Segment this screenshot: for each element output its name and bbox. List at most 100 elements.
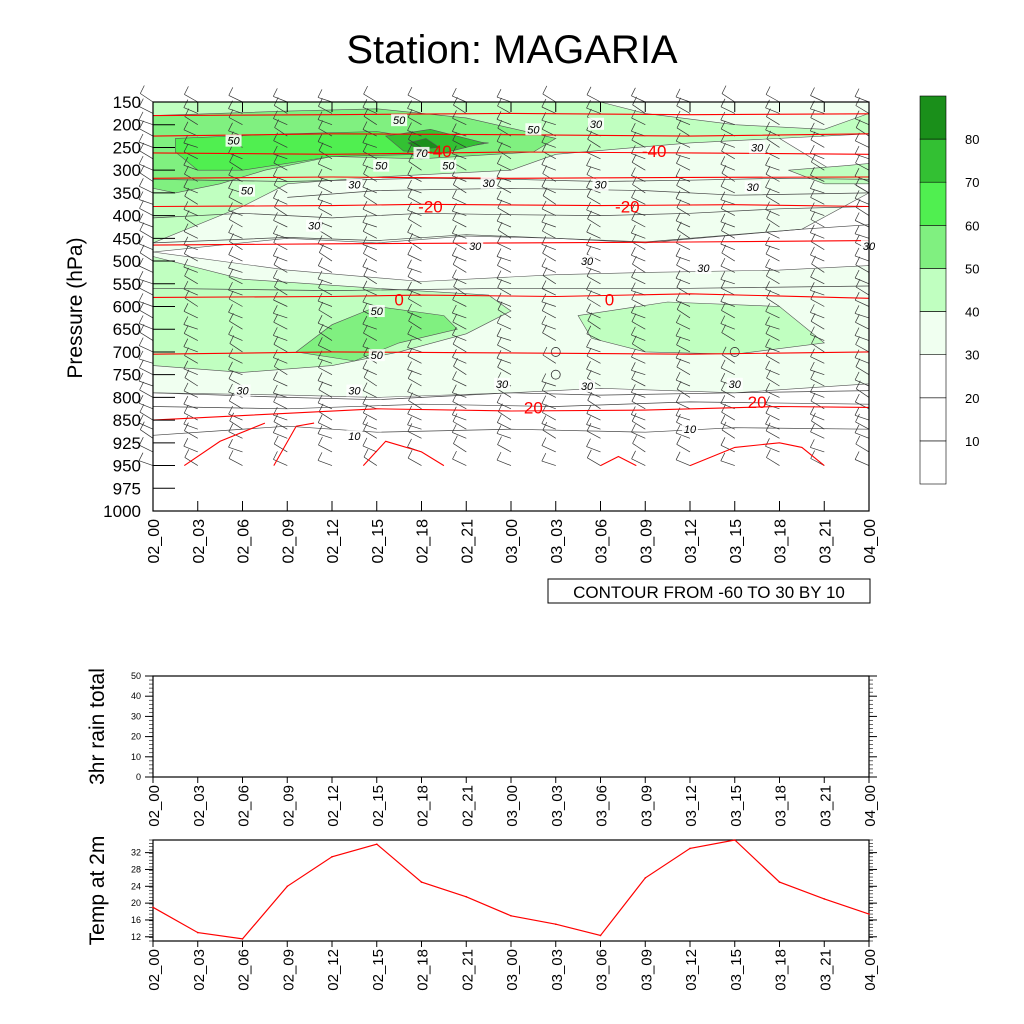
wind-barb: [408, 320, 422, 330]
wind-barb: [586, 289, 601, 296]
wind-barb-flag: [541, 98, 547, 108]
wind-speed-label: 30: [348, 386, 361, 398]
wind-barb-flag: [586, 188, 592, 197]
time-tick-label: 03_15: [728, 519, 745, 564]
wind-barb: [586, 165, 601, 171]
wind-barb-flag: [318, 177, 323, 187]
wind-barb: [676, 344, 691, 353]
wind-barb-flag: [407, 268, 413, 277]
wind-barb-flag: [631, 189, 636, 198]
wind-barb: [407, 347, 422, 353]
wind-barb-flag: [586, 237, 591, 246]
wind-barb-flag: [317, 155, 323, 165]
wind-barb-flag: [183, 415, 189, 425]
wind-barb-flag: [854, 190, 860, 199]
wind-barb: [542, 332, 556, 341]
wind-barb-flag: [407, 122, 412, 131]
wind-barb-flag: [586, 281, 591, 290]
wind-barb: [810, 356, 825, 364]
wind-barb: [184, 377, 198, 387]
wind-barb: [362, 323, 377, 330]
wind-barb-flag: [765, 188, 771, 197]
wind-barb-flag: [362, 156, 368, 166]
wind-barb: [362, 390, 377, 398]
wind-barb: [856, 388, 870, 398]
wind-barb: [586, 209, 601, 216]
wind-barb-flag: [453, 358, 458, 367]
wind-barb: [541, 164, 556, 171]
wind-barb: [811, 161, 825, 171]
wind-speed-label: 30: [483, 178, 496, 190]
wind-barb-flag: [497, 177, 502, 186]
wind-barb-flag: [452, 269, 457, 278]
wind-barb: [855, 162, 870, 171]
wind-barb-flag: [586, 422, 592, 432]
wind-barb: [676, 401, 691, 410]
wind-barb-flag: [139, 381, 144, 391]
wind-barb: [274, 286, 288, 296]
wind-barb-flag: [228, 383, 233, 393]
wind-barb-flag: [138, 395, 144, 404]
wind-barb-flag: [631, 313, 637, 322]
wind-barb: [675, 300, 691, 307]
wind-barb: [274, 206, 288, 216]
wind-barb: [541, 208, 556, 216]
time-tick-label: 03_00: [504, 949, 521, 991]
wind-barb: [273, 153, 288, 160]
y-tick-label: 40: [131, 691, 141, 701]
wind-barb: [586, 311, 601, 319]
wind-barb: [631, 197, 646, 205]
wind-barb: [586, 413, 601, 421]
wind-barb-flag: [407, 259, 412, 268]
wind-barb: [229, 400, 243, 410]
wind-barb-flag: [318, 359, 323, 368]
colorbar-box: [919, 440, 947, 485]
wind-barb-flag: [810, 167, 815, 176]
wind-barb-flag: [228, 189, 234, 198]
wind-barb: [407, 116, 422, 126]
time-tick-label: 04_00: [862, 949, 879, 991]
wind-barb: [855, 421, 870, 430]
wind-barb: [720, 243, 735, 251]
wind-barb-flag: [586, 144, 592, 153]
wind-barb: [139, 208, 154, 216]
wind-speed-label: 30: [236, 386, 249, 398]
wind-barb: [810, 447, 825, 453]
wind-barb-flag: [631, 335, 637, 344]
colorbar-label: 40: [965, 305, 979, 320]
wind-barb: [810, 391, 825, 398]
wind-barb: [541, 142, 556, 148]
wind-speed-label: 30: [348, 180, 361, 192]
wind-barb: [856, 127, 870, 137]
wind-barb: [765, 266, 780, 273]
pressure-tick-label: 650: [113, 320, 141, 339]
wind-barb-flag: [183, 121, 189, 130]
time-tick-label: 02_00: [146, 949, 163, 991]
wind-barb: [855, 220, 870, 228]
temperature-label: 0: [394, 291, 403, 310]
wind-barb-flag: [765, 258, 770, 268]
wind-barb: [541, 186, 556, 194]
wind-barb-flag: [273, 413, 279, 422]
wind-barb-flag: [183, 338, 189, 347]
wind-barb: [183, 244, 198, 251]
wind-barb: [854, 459, 870, 466]
wind-label-bg: [695, 261, 712, 274]
wind-barb-flag: [273, 291, 278, 301]
wind-barb-flag: [362, 280, 368, 289]
wind-barb: [273, 414, 288, 421]
wind-barb: [855, 344, 870, 353]
wind-barb-flag: [139, 120, 144, 129]
wind-barb: [496, 459, 512, 466]
wind-barb: [407, 209, 422, 216]
time-tick-label: 02_15: [370, 785, 387, 827]
wind-barb-flag: [317, 414, 323, 423]
wind-barb-flag: [183, 280, 189, 290]
wind-barb: [318, 344, 333, 353]
wind-barb-flag: [496, 155, 502, 164]
wind-barb-flag: [720, 120, 726, 130]
y-tick-label: 10: [131, 752, 141, 762]
wind-barb: [317, 380, 333, 387]
wind-barb: [452, 131, 467, 137]
wind-barb-flag: [453, 435, 458, 444]
